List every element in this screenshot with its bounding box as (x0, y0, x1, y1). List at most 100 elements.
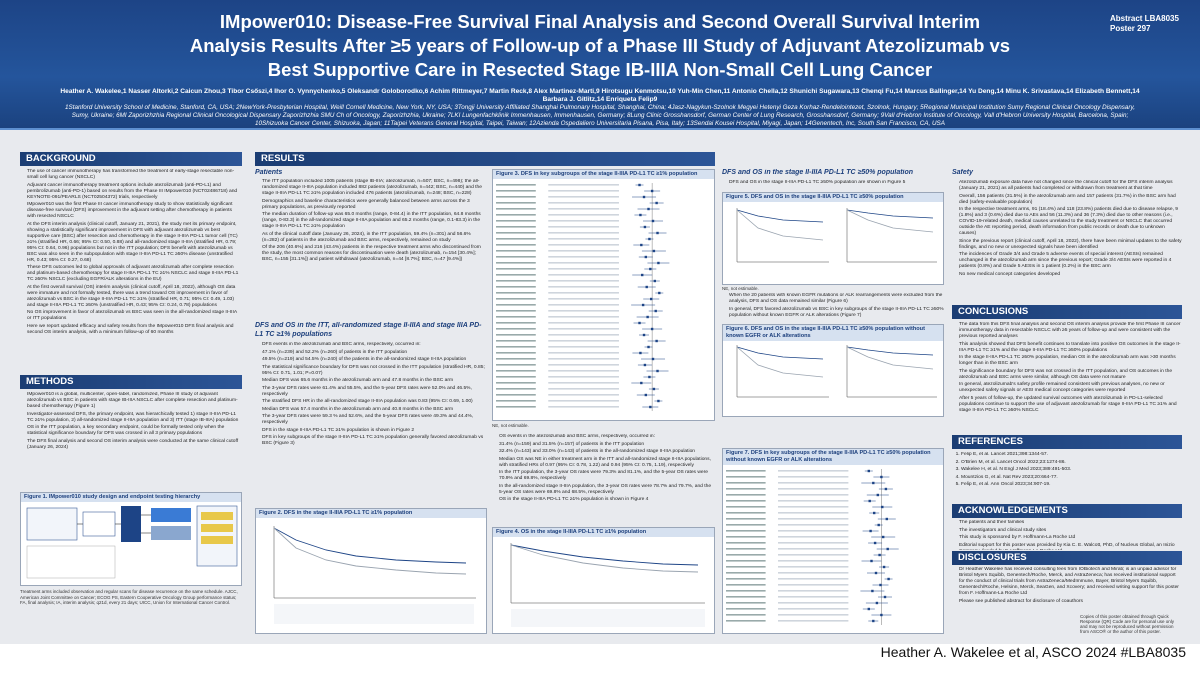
forest-decor (649, 405, 652, 409)
forest-decor (867, 469, 870, 473)
bullet: 31.4% (n=159) and 31.5% (n=157) of patie… (499, 442, 715, 448)
copy-note: Copies of this poster obtained through Q… (1080, 614, 1175, 634)
forest-decor (726, 542, 766, 544)
bullet: The 3-year DFS rates were 59.3 % and 52.… (262, 414, 487, 426)
forest-decor (726, 482, 766, 484)
bullet: The use of cancer immunotherapy has tran… (27, 169, 242, 181)
bullet-list: The patients and their families The inves… (952, 520, 1182, 550)
forest-decor (726, 506, 766, 508)
bullet: The data from this DFS final analysis an… (959, 322, 1182, 340)
forest-decor (647, 207, 650, 211)
forest-decor (496, 304, 536, 306)
figure-title: Figure 7. DFS in key subgroups of the st… (723, 449, 943, 465)
forest-decor (639, 351, 642, 355)
forest-decor (650, 327, 654, 331)
subheading: DFS and OS in the stage II-IIIA PD-L1 TC… (722, 169, 914, 176)
forest-decor (778, 584, 849, 586)
forest-decor (548, 388, 619, 390)
bullet: When the 20 patients with known EGFR mut… (729, 293, 944, 305)
bullet: The stratified DFS HR in the all-randomi… (262, 399, 487, 405)
forest-decor (726, 536, 766, 538)
bullet: 49.5% (n=219) and 54.5% (n=240) of the p… (262, 357, 487, 363)
forest-decor (726, 614, 766, 616)
forest-decor (644, 393, 648, 397)
forest-decor (871, 589, 874, 593)
figure-title: Figure 4. OS in the stage II-IIIA PD-L1 … (493, 528, 714, 537)
forest-decor (778, 518, 849, 520)
bullet: In the stage II-IIIA PD-L1 TC ≥50% popul… (959, 355, 1182, 367)
bullet: The investigators and clinical study sit… (959, 528, 1182, 534)
poster-title: IMpower010: Disease-Free Survival Final … (90, 10, 1110, 82)
forest-decor (870, 559, 873, 563)
forest-decor (876, 493, 879, 497)
forest-decor (548, 400, 619, 402)
section-header: DISCLOSURES (952, 551, 1182, 565)
forest-decor (650, 189, 654, 193)
forest-decor (872, 619, 875, 623)
figure-note: NE, not estimable. (492, 423, 529, 428)
forest-decor (496, 244, 536, 246)
forest-decor (496, 298, 536, 300)
forest-decor (726, 596, 766, 598)
forest-decor (778, 482, 849, 484)
forest-decor (548, 328, 619, 330)
forest-decor (496, 184, 536, 186)
forest-decor (778, 506, 849, 508)
figure-title: Figure 1. IMpower010 study design and en… (21, 493, 241, 502)
bullet: The statistical significance boundary fo… (262, 365, 487, 377)
forest-decor (640, 243, 643, 247)
forest-decor (658, 291, 661, 295)
forest-decor (646, 315, 649, 319)
bullet-list: When the 20 patients with known EGFR mut… (722, 293, 944, 319)
forest-decor (548, 238, 619, 240)
subheading: Safety (952, 169, 974, 176)
forest-decor (640, 381, 643, 385)
forest-decor (642, 333, 646, 337)
forest-decor (726, 590, 766, 592)
forest-decor (548, 184, 619, 186)
bullet-list: The data from this DFS final analysis an… (952, 322, 1182, 414)
forest-decor (496, 322, 536, 324)
forest-decor (656, 231, 659, 235)
forest-decor (496, 352, 536, 354)
forest-decor (868, 499, 871, 503)
forest-decor (726, 470, 766, 472)
forest-decor (880, 613, 883, 617)
forest-decor (778, 542, 849, 544)
km-plot (510, 543, 705, 627)
forest-decor (496, 292, 536, 294)
forest-decor (496, 406, 536, 408)
forest-decor (548, 298, 619, 300)
forest-decor (872, 481, 875, 485)
reference: Wakelee H, et al. N Engl J Med 2023;389:… (961, 467, 1182, 473)
forest-decor (650, 297, 653, 301)
forest-decor (652, 387, 656, 391)
bullet: Adjuvant cancer immunotherapy treatment … (27, 183, 242, 201)
forest-decor (548, 364, 619, 366)
forest-decor (778, 602, 849, 604)
bullet: Median DFS was 65.6 months in the atezol… (262, 378, 487, 384)
bullet: DFS in key subgroups of the stage II-III… (262, 435, 487, 447)
forest-decor (652, 249, 656, 253)
forest-decor (496, 226, 536, 228)
forest-decor (654, 309, 657, 313)
bullet: This study is sponsored by F. Hoffmann-L… (959, 535, 1182, 541)
bullet: The patients and their families (959, 520, 1182, 526)
forest-decor (548, 340, 619, 342)
poster-header: Abstract LBA8035 Poster 297 IMpower010: … (0, 0, 1200, 128)
forest-decor (726, 500, 766, 502)
forest-decor (778, 524, 849, 526)
bullet: The DFS final analysis and second OS int… (27, 439, 242, 451)
forest-decor (726, 578, 766, 580)
bullet: Of the 206 (40.6%) and 216 (43.4%) patie… (262, 245, 487, 263)
caption: Heather A. Wakelee et al, ASCO 2024 #LBA… (880, 644, 1186, 660)
forest-decor (496, 214, 536, 216)
forest-decor (726, 512, 766, 514)
text-block: When the 20 patients with known EGFR mut… (722, 293, 944, 323)
forest-decor (548, 208, 619, 210)
title-line: Analysis Results After ≥5 years of Follo… (189, 35, 1011, 56)
bullet: 47.1% (n=239) and 52.2% (n=260) of patie… (262, 350, 487, 356)
forest-decor (496, 286, 536, 288)
figure: Figure 4. OS in the stage II-IIIA PD-L1 … (492, 527, 715, 634)
